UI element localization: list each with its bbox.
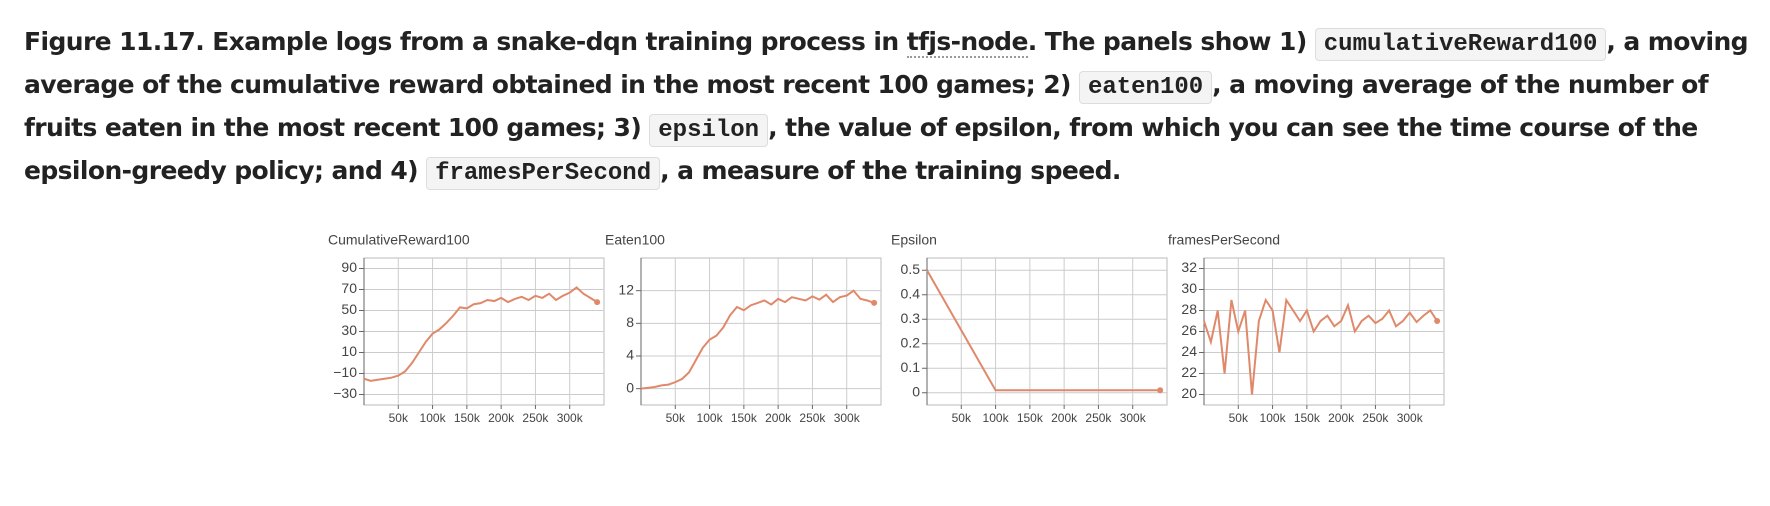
- plot-frame: [640, 257, 882, 406]
- y-tick-label: 0: [912, 383, 920, 399]
- y-tick-label: 30: [341, 322, 357, 338]
- x-tick-label: 200k: [1051, 411, 1078, 425]
- caption-code: framesPerSecond: [426, 157, 661, 190]
- caption-text: , the value of epsilon, from which you c…: [24, 113, 1698, 185]
- data-line: [640, 289, 875, 390]
- x-tick-label: 150k: [1294, 411, 1321, 425]
- y-tick-label: 32: [1181, 259, 1197, 275]
- data-line: [1203, 297, 1438, 395]
- y-tick-label: 10: [341, 343, 357, 359]
- x-tick-label: 50k: [666, 411, 686, 425]
- y-tick-label: 0.4: [901, 285, 921, 301]
- data-line: [363, 286, 598, 382]
- x-tick-label: 150k: [454, 411, 481, 425]
- chart-title: Eaten100: [605, 232, 665, 248]
- end-point: [594, 299, 601, 306]
- chart-title: CumulativeReward100: [328, 232, 470, 248]
- x-tick-label: 50k: [389, 411, 409, 425]
- x-tick-label: 250k: [799, 411, 826, 425]
- caption-code: cumulativeReward100: [1314, 28, 1607, 61]
- y-tick-label: 28: [1181, 301, 1197, 317]
- caption-code: eaten100: [1078, 71, 1213, 104]
- x-tick-label: 100k: [697, 411, 724, 425]
- end-point: [1434, 318, 1441, 324]
- y-tick-label: 50: [341, 301, 357, 317]
- y-tick-label: 0.1: [901, 359, 921, 375]
- caption-text: , a measure of the training speed.: [660, 156, 1121, 185]
- y-tick-label: 26: [1181, 322, 1197, 338]
- y-tick-label: 24: [1181, 343, 1197, 359]
- y-tick-label: 22: [1181, 364, 1197, 380]
- end-point: [871, 299, 878, 306]
- caption-text: , a moving average of the cumulative rew…: [24, 27, 1749, 99]
- x-tick-label: 300k: [834, 411, 861, 425]
- x-tick-label: 100k: [983, 411, 1010, 425]
- x-tick-label: 200k: [488, 411, 515, 425]
- figure-caption: Figure 11.17. Example logs from a snake-…: [24, 22, 1754, 194]
- caption-text: Figure 11.17. Example logs from a snake-…: [24, 27, 907, 56]
- y-tick-label: 90: [341, 259, 357, 275]
- x-tick-label: 150k: [731, 411, 758, 425]
- chart-title: framesPerSecond: [1168, 232, 1280, 248]
- y-tick-label: 0: [626, 379, 634, 395]
- x-tick-label: 50k: [1229, 411, 1249, 425]
- x-tick-label: 100k: [1260, 411, 1287, 425]
- x-tick-label: 250k: [1362, 411, 1389, 425]
- x-tick-label: 50k: [952, 411, 972, 425]
- y-tick-label: 4: [626, 347, 634, 363]
- y-tick-label: 30: [1181, 280, 1197, 296]
- x-tick-label: 100k: [420, 411, 447, 425]
- y-tick-label: 20: [1181, 385, 1197, 401]
- x-tick-label: 250k: [1085, 411, 1112, 425]
- caption-link[interactable]: tfjs-node: [906, 27, 1028, 58]
- x-tick-label: 300k: [1120, 411, 1147, 425]
- x-tick-label: 300k: [1397, 411, 1424, 425]
- y-tick-label: 12: [618, 281, 634, 297]
- x-tick-label: 200k: [1328, 411, 1355, 425]
- y-tick-label: 8: [626, 314, 634, 330]
- chart-title: Epsilon: [891, 232, 937, 248]
- caption-code: epsilon: [649, 114, 769, 147]
- y-tick-label: 0.5: [901, 261, 921, 277]
- y-tick-label: 0.2: [901, 334, 921, 350]
- data-line: [926, 269, 1161, 392]
- y-tick-label: −10: [333, 364, 357, 380]
- y-tick-label: 70: [341, 280, 357, 296]
- x-tick-label: 200k: [765, 411, 792, 425]
- end-point: [1157, 387, 1164, 394]
- caption-text: , a moving average of the number of frui…: [24, 70, 1709, 142]
- y-tick-label: −30: [333, 385, 357, 401]
- x-tick-label: 150k: [1017, 411, 1044, 425]
- x-tick-label: 250k: [522, 411, 549, 425]
- caption-text: . The panels show 1): [1027, 27, 1315, 56]
- y-tick-label: 0.3: [901, 310, 921, 326]
- x-tick-label: 300k: [557, 411, 584, 425]
